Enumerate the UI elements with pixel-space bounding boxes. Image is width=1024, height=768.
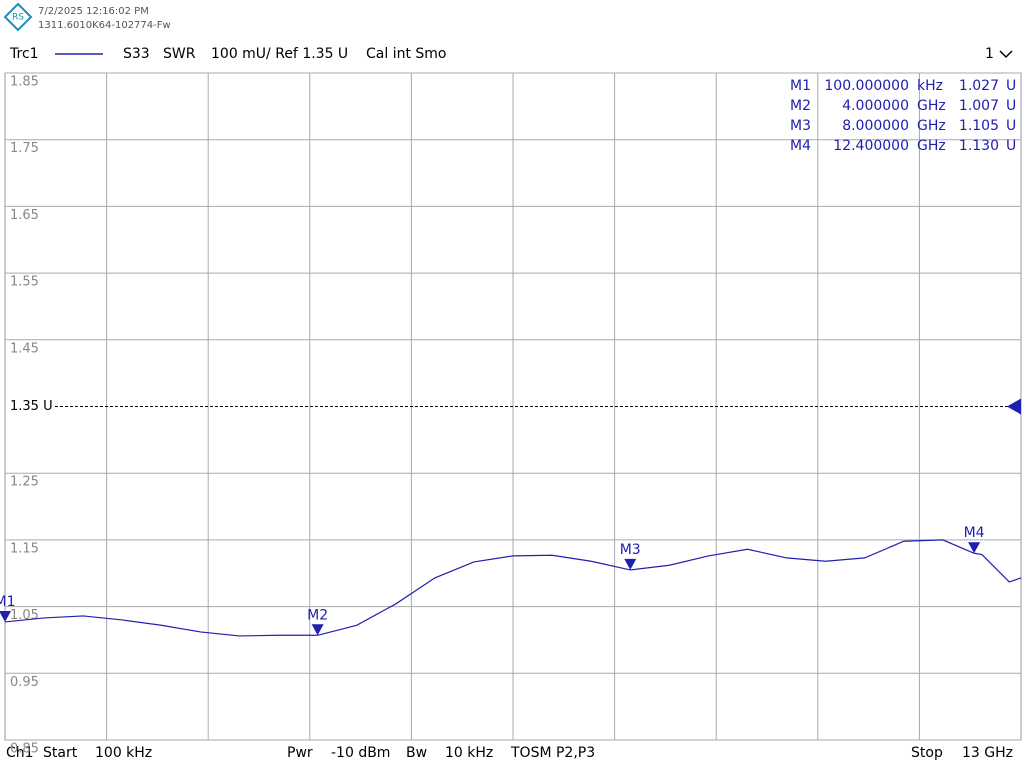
marker-table-x-unit: GHz (917, 138, 946, 154)
y-tick-label: 1.65 (10, 208, 39, 223)
marker-table-name: M1 (790, 78, 811, 94)
footer-stop-label: Stop (911, 745, 943, 761)
marker-table-y: 1.130 (959, 138, 999, 154)
marker-triangle (0, 610, 11, 622)
marker-table-y-unit: U (1006, 138, 1016, 154)
footer-start-label: Start (43, 745, 78, 761)
y-tick-label: 1.15 (10, 541, 39, 556)
dropdown-chevron[interactable] (999, 50, 1013, 59)
device-id: 1311.6010K64-102774-Fw (38, 20, 171, 31)
marker-table-x-unit: GHz (917, 118, 946, 134)
logo: RS (3, 2, 33, 32)
footer-power: -10 dBm (331, 745, 390, 761)
y-tick-label: 1.55 (10, 275, 39, 290)
trace-name: Trc1 (9, 46, 39, 62)
svg-text:RS: RS (12, 13, 24, 23)
marker-label: M3 (620, 542, 641, 558)
y-tick-label: 1.75 (10, 141, 39, 156)
marker-table-y-unit: U (1006, 78, 1016, 94)
marker-table-y: 1.007 (959, 98, 999, 114)
footer-bw-label: Bw (406, 745, 427, 761)
marker-table-x: 100.000000 (824, 78, 909, 94)
y-tick-label: 0.85 (10, 742, 39, 757)
marker-table-x: 12.400000 (833, 138, 909, 154)
marker-table-x: 4.000000 (842, 98, 909, 114)
marker-table-y-unit: U (1006, 98, 1016, 114)
footer-start: 100 kHz (95, 745, 152, 761)
marker-table-y: 1.027 (959, 78, 999, 94)
footer-power-label: Pwr (287, 745, 313, 761)
y-tick-label: 0.95 (10, 675, 39, 690)
marker-table-name: M2 (790, 98, 811, 114)
marker-table-name: M4 (790, 138, 811, 154)
marker-triangle (968, 542, 981, 554)
marker-table-x: 8.000000 (842, 118, 909, 134)
footer-channel: Ch1 (6, 745, 34, 761)
ref-arrow (1007, 398, 1021, 415)
marker-label: M4 (964, 525, 985, 541)
footer-stop: 13 GHz (962, 745, 1013, 761)
parameter: S33 (123, 46, 150, 62)
marker-triangle (311, 624, 324, 636)
footer-bw: 10 kHz (445, 745, 493, 761)
channel-number[interactable]: 1 (985, 46, 994, 62)
marker-label: M1 (0, 594, 16, 610)
footer-cal-type: TOSM P2,P3 (510, 745, 595, 761)
marker-table-x-unit: GHz (917, 98, 946, 114)
y-tick-label: 1.45 (10, 341, 39, 356)
format: SWR (163, 46, 196, 62)
trace (4, 539, 1022, 637)
marker-table-y-unit: U (1006, 118, 1016, 134)
y-tick-label: 1.25 (10, 475, 39, 490)
marker-triangle (624, 558, 637, 570)
timestamp: 7/2/2025 12:16:02 PM (38, 6, 149, 17)
marker-table-name: M3 (790, 118, 811, 134)
marker-table-x-unit: kHz (917, 78, 943, 94)
cal: Cal int Smo (366, 46, 447, 62)
ref-label: 1.35 U (10, 399, 53, 414)
marker-table-y: 1.105 (959, 118, 999, 134)
y-tick-label: 1.85 (10, 75, 39, 90)
scale: 100 mU/ Ref 1.35 U (211, 46, 348, 62)
marker-label: M2 (307, 607, 328, 623)
